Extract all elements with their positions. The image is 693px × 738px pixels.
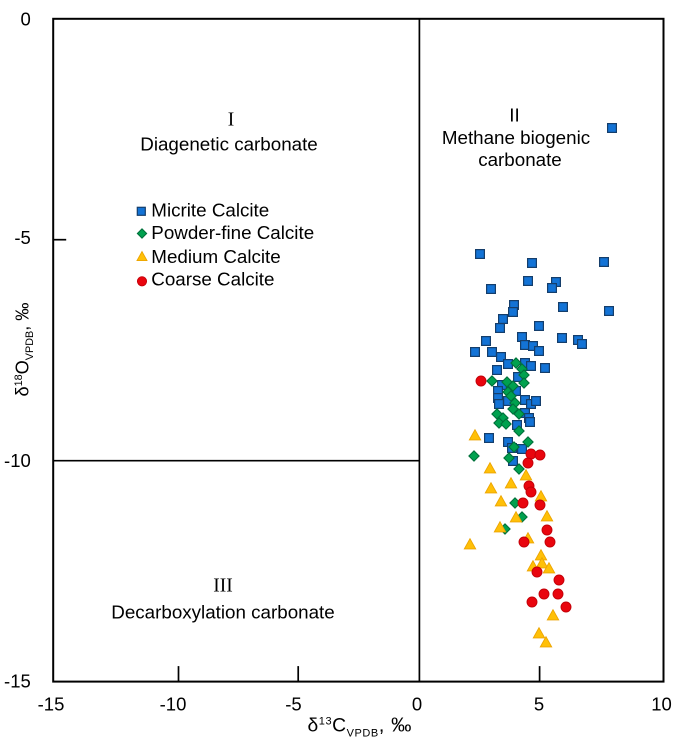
svg-text:carbonate: carbonate [478,149,562,170]
svg-text:Medium Calcite: Medium Calcite [151,246,280,267]
svg-text:-5: -5 [285,694,301,715]
svg-text:Powder-fine Calcite: Powder-fine Calcite [151,222,314,243]
svg-text:δ13CVPDB, ‰: δ13CVPDB, ‰ [308,714,412,738]
svg-text:-5: -5 [14,227,30,248]
svg-text:I: I [228,110,235,131]
svg-text:-15: -15 [38,694,65,715]
svg-text:-10: -10 [160,694,187,715]
svg-text:Methane biogenic: Methane biogenic [442,127,590,148]
svg-text:III: III [213,576,232,597]
svg-text:δ18OVPDB, ‰: δ18OVPDB, ‰ [12,303,36,397]
svg-text:10: 10 [651,694,672,715]
svg-text:Diagenetic carbonate: Diagenetic carbonate [140,133,318,154]
svg-text:5: 5 [534,694,544,715]
svg-text:-10: -10 [4,450,31,471]
svg-text:Coarse Calcite: Coarse Calcite [151,269,274,290]
svg-text:Micrite Calcite: Micrite Calcite [151,199,269,220]
svg-text:0: 0 [21,8,31,29]
svg-text:Decarboxylation carbonate: Decarboxylation carbonate [111,601,334,622]
svg-text:-15: -15 [4,671,31,692]
svg-text:0: 0 [412,694,422,715]
svg-text:II: II [509,105,519,126]
